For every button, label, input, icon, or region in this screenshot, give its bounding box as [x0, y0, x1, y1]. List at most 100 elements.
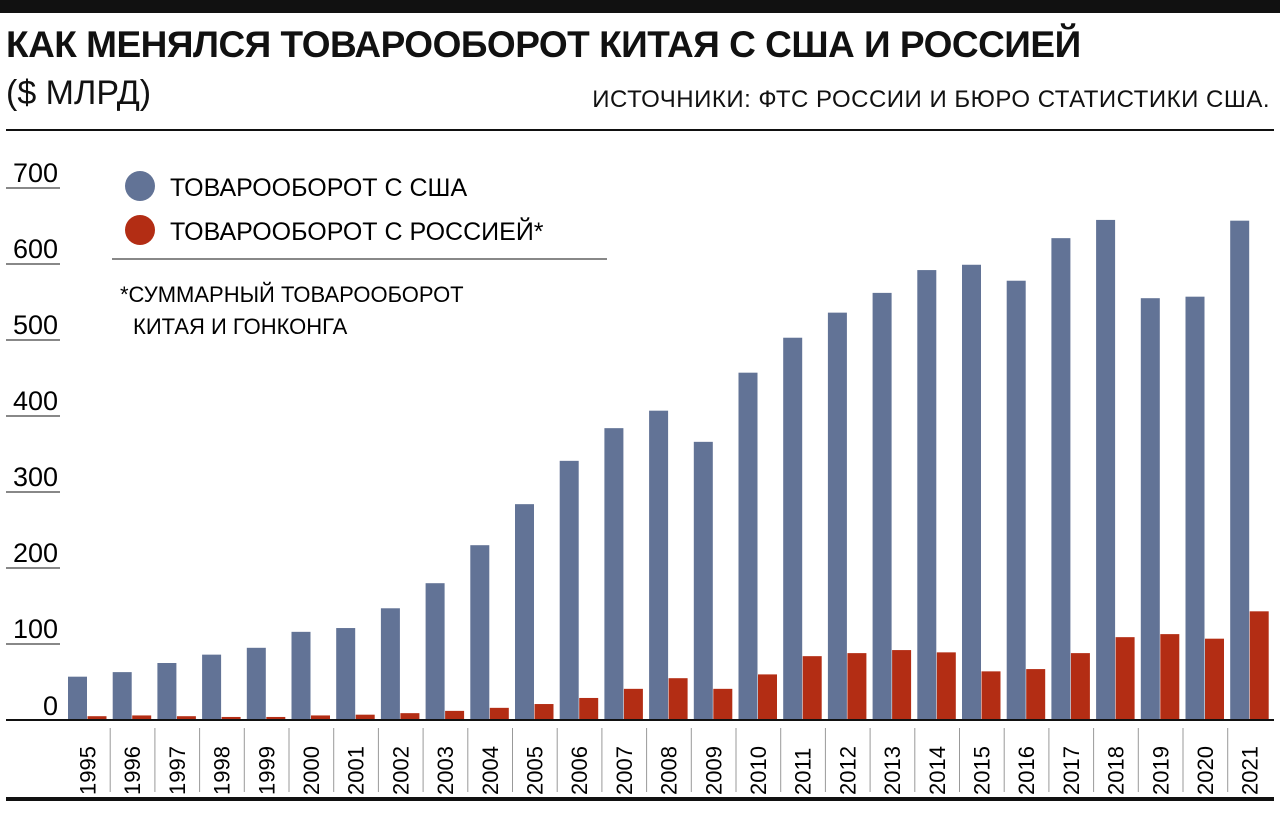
bar-usa-1997 — [157, 663, 177, 720]
legend-marker-russia — [125, 215, 155, 245]
x-tick-label: 2011 — [791, 748, 816, 795]
bar-usa-2006 — [559, 460, 579, 720]
bar-usa-1998 — [202, 654, 222, 720]
y-tick-label: 200 — [13, 538, 58, 568]
x-tick-label: 2015 — [970, 746, 995, 795]
bar-usa-2019 — [1140, 298, 1160, 720]
x-tick-label: 2009 — [701, 746, 726, 795]
header-divider — [6, 129, 1274, 131]
bar-russia-2017 — [1070, 653, 1090, 720]
bar-russia-2016 — [1026, 669, 1046, 720]
x-tick-label: 2005 — [523, 746, 548, 795]
bar-usa-2000 — [291, 631, 311, 720]
bar-russia-2013 — [892, 650, 912, 720]
x-tick-label: 1999 — [254, 746, 279, 795]
y-tick-label: 600 — [13, 234, 58, 264]
top-bar — [0, 0, 1280, 13]
bar-usa-2012 — [827, 312, 847, 720]
bar-russia-2021 — [1249, 611, 1269, 720]
bar-usa-1995 — [68, 676, 87, 720]
x-tick-label: 1997 — [165, 746, 190, 795]
x-tick-label: 1995 — [76, 746, 101, 795]
x-tick-label: 2010 — [746, 746, 771, 795]
legend-marker-usa — [125, 171, 155, 201]
x-tick-label: 2012 — [835, 746, 860, 795]
x-tick-label: 2007 — [612, 746, 637, 795]
bar-usa-2005 — [515, 504, 534, 720]
bar-russia-2001 — [355, 714, 375, 720]
bar-russia-2000 — [311, 715, 330, 720]
x-tick-label: 2013 — [880, 746, 905, 795]
bar-usa-2004 — [470, 545, 490, 720]
bar-russia-1995 — [87, 716, 107, 720]
x-tick-label: 2019 — [1148, 746, 1173, 795]
x-tick-label: 2017 — [1059, 746, 1084, 795]
bar-russia-2009 — [713, 688, 733, 720]
bar-usa-1996 — [112, 672, 132, 720]
bar-russia-2012 — [847, 653, 867, 720]
x-tick-label: 1998 — [210, 746, 235, 795]
bar-russia-1999 — [266, 716, 286, 720]
bar-usa-2007 — [604, 428, 624, 720]
x-tick-label: 2014 — [925, 746, 950, 795]
bar-russia-2019 — [1160, 634, 1180, 720]
x-tick-label: 2018 — [1104, 746, 1129, 795]
bar-usa-2001 — [336, 628, 356, 720]
footnote-line-2: КИТАЯ И ГОНКОНГА — [133, 314, 348, 339]
x-tick-label: 1996 — [120, 746, 145, 795]
bar-russia-1997 — [176, 716, 196, 720]
bar-russia-2010 — [758, 674, 777, 720]
x-tick-label: 2003 — [433, 746, 458, 795]
bar-usa-2016 — [1006, 280, 1026, 720]
bar-russia-2003 — [445, 710, 465, 720]
bar-usa-2008 — [649, 410, 669, 720]
bar-usa-2011 — [783, 337, 803, 720]
bar-russia-2007 — [623, 688, 643, 720]
bar-usa-2018 — [1096, 219, 1116, 721]
bar-usa-2003 — [425, 583, 445, 720]
bar-russia-2006 — [579, 697, 599, 720]
x-tick-label: 2002 — [388, 746, 413, 795]
y-tick-label: 700 — [13, 158, 58, 188]
y-tick-label: 300 — [13, 462, 58, 492]
bar-usa-2021 — [1230, 220, 1250, 720]
x-tick-label: 2000 — [299, 746, 324, 795]
bar-russia-2018 — [1115, 637, 1135, 720]
bar-usa-2017 — [1051, 238, 1071, 720]
bar-usa-2014 — [917, 270, 937, 720]
x-tick-label: 2021 — [1238, 746, 1263, 795]
bar-usa-2010 — [738, 372, 758, 720]
x-tick-label: 2006 — [567, 746, 592, 795]
bar-usa-1999 — [246, 647, 266, 720]
bar-russia-2020 — [1205, 638, 1224, 720]
chart-title: КАК МЕНЯЛСЯ ТОВАРООБОРОТ КИТАЯ С США И Р… — [6, 24, 1081, 65]
bar-russia-2002 — [400, 713, 420, 720]
bar-usa-2020 — [1185, 296, 1205, 720]
bar-russia-2011 — [802, 656, 822, 720]
bar-usa-2002 — [380, 608, 400, 720]
y-tick-label: 500 — [13, 310, 58, 340]
unit-label: ($ МЛРД) — [6, 74, 152, 112]
footnote-line-1: *СУММАРНЫЙ ТОВАРООБОРОТ — [120, 282, 464, 307]
bar-russia-2004 — [489, 707, 509, 720]
y-tick-label: 400 — [13, 386, 58, 416]
bar-usa-2013 — [872, 292, 892, 720]
bar-russia-2008 — [668, 678, 688, 720]
x-tick-label: 2008 — [657, 746, 682, 795]
bar-usa-2009 — [693, 441, 713, 720]
legend-label-russia: ТОВАРООБОРОТ С РОССИЕЙ* — [170, 216, 544, 246]
source-note: ИСТОЧНИКИ: ФТС РОССИИ И БЮРО СТАТИСТИКИ … — [592, 86, 1270, 113]
y-tick-label: 100 — [13, 614, 58, 644]
x-tick-label: 2020 — [1193, 746, 1218, 795]
bottom-divider — [6, 797, 1274, 801]
bar-russia-2005 — [534, 704, 554, 720]
bar-russia-1998 — [221, 716, 241, 720]
x-tick-label: 2001 — [344, 746, 369, 795]
y-tick-label: 0 — [43, 691, 58, 721]
bar-russia-2014 — [936, 652, 956, 720]
bar-russia-2015 — [981, 671, 1001, 720]
legend-label-usa: ТОВАРООБОРОТ С США — [170, 174, 467, 202]
legend: ТОВАРООБОРОТ С США ТОВАРООБОРОТ С РОССИЕ… — [112, 171, 607, 339]
bar-russia-1996 — [132, 715, 152, 720]
